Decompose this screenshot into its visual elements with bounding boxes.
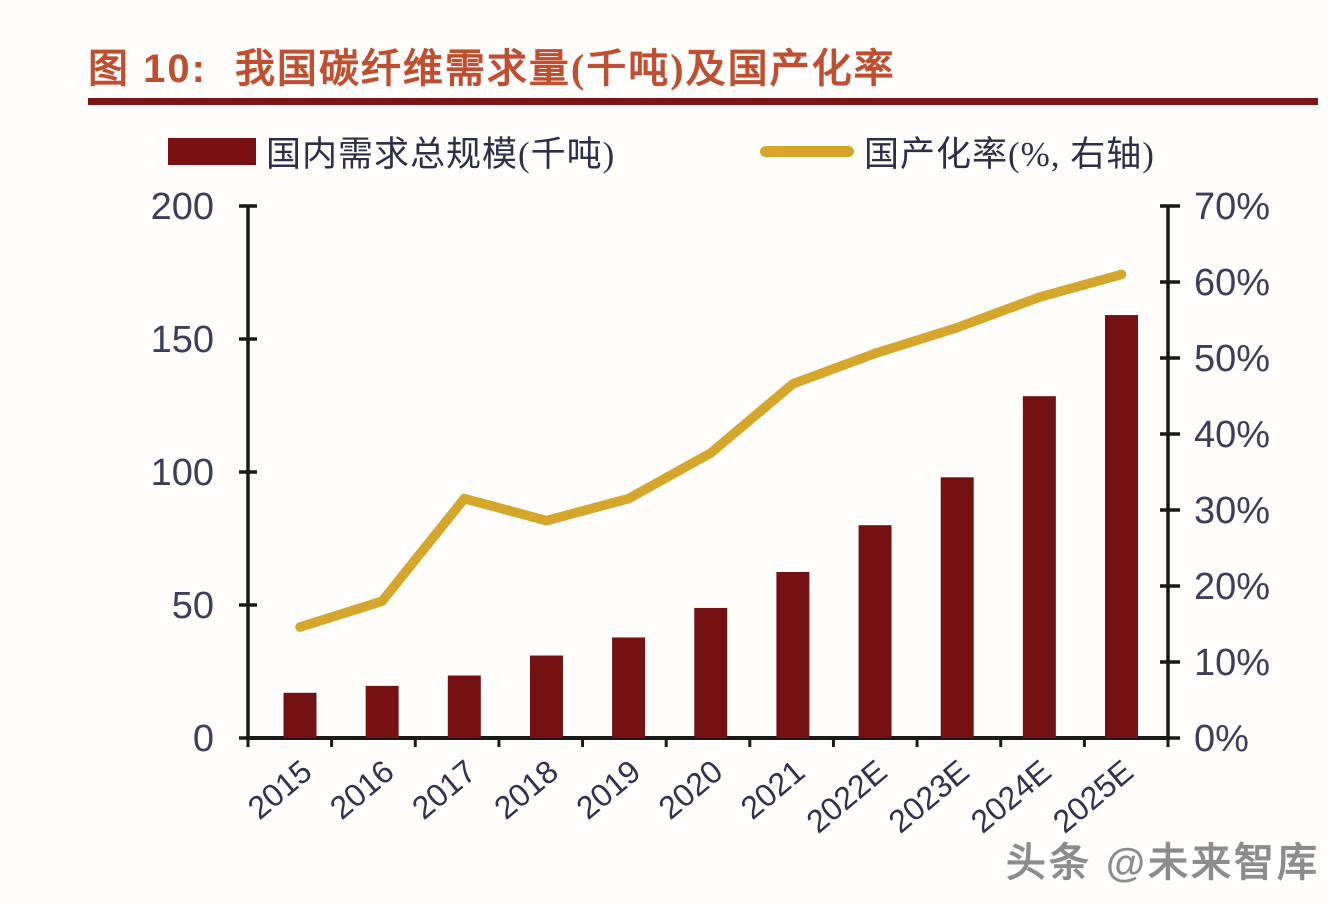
- page-title: 图 10: 我国碳纤维需求量(千吨)及国产化率: [88, 36, 896, 94]
- legend-item-demand: 国内需求总规模(千吨): [168, 126, 615, 177]
- x-axis-category-label: 2022E: [800, 753, 894, 840]
- right-axis-tick-label: 10%: [1194, 642, 1270, 684]
- demand-bar: [1022, 396, 1056, 738]
- left-axis-tick-label: 0: [193, 718, 214, 760]
- x-axis-category-label: 2024E: [964, 753, 1058, 840]
- title-underline-rule: [88, 98, 1318, 105]
- x-axis-category-label: 2021: [734, 753, 812, 826]
- demand-bar: [283, 692, 317, 738]
- right-axis-tick-label: 70%: [1194, 186, 1270, 228]
- right-axis-tick-label: 50%: [1194, 338, 1270, 380]
- x-axis-category-label: 2025E: [1046, 753, 1140, 840]
- line-swatch-icon: [760, 146, 854, 157]
- figure-title-text: 我国碳纤维需求量(千吨)及国产化率: [234, 46, 896, 91]
- left-axis-tick-label: 100: [151, 452, 214, 494]
- localization-rate-line: [295, 269, 1127, 632]
- figure-number-label: 图 10:: [88, 47, 207, 91]
- bar-swatch-icon: [168, 138, 256, 165]
- demand-bar: [447, 675, 481, 738]
- demand-bar: [940, 477, 974, 738]
- legend-label-localization: 国产化率(%, 右轴): [864, 135, 1155, 174]
- right-axis-tick-label: 60%: [1194, 262, 1270, 304]
- legend-item-localization: 国产化率(%, 右轴): [760, 126, 1155, 177]
- demand-bar: [612, 637, 646, 738]
- demand-bar: [694, 607, 728, 738]
- x-axis-category-label: 2015: [241, 753, 319, 826]
- left-axis-tick-label: 50: [172, 585, 214, 627]
- legend-label-demand: 国内需求总规模(千吨): [266, 135, 616, 174]
- demand-bar: [776, 572, 810, 738]
- demand-bar: [1105, 315, 1138, 738]
- right-axis-tick-label: 30%: [1194, 490, 1270, 532]
- demand-bar: [529, 655, 563, 738]
- demand-bar: [365, 685, 399, 738]
- demand-bar: [858, 525, 892, 738]
- right-axis-tick-label: 40%: [1194, 414, 1270, 456]
- x-axis-category-label: 2020: [652, 753, 730, 826]
- watermark-text: 头条 @未来智库: [1005, 841, 1320, 885]
- x-axis-category-label: 2017: [405, 753, 483, 826]
- left-axis-tick-label: 200: [151, 186, 214, 228]
- x-axis-category-label: 2019: [569, 753, 647, 826]
- right-axis-tick-label: 0%: [1194, 718, 1249, 760]
- x-axis-category-label: 2023E: [882, 753, 976, 840]
- x-axis-category-label: 2018: [487, 753, 565, 826]
- x-axis-category-label: 2016: [323, 753, 401, 826]
- right-axis-tick-label: 20%: [1194, 566, 1270, 608]
- left-axis-tick-label: 150: [151, 319, 214, 361]
